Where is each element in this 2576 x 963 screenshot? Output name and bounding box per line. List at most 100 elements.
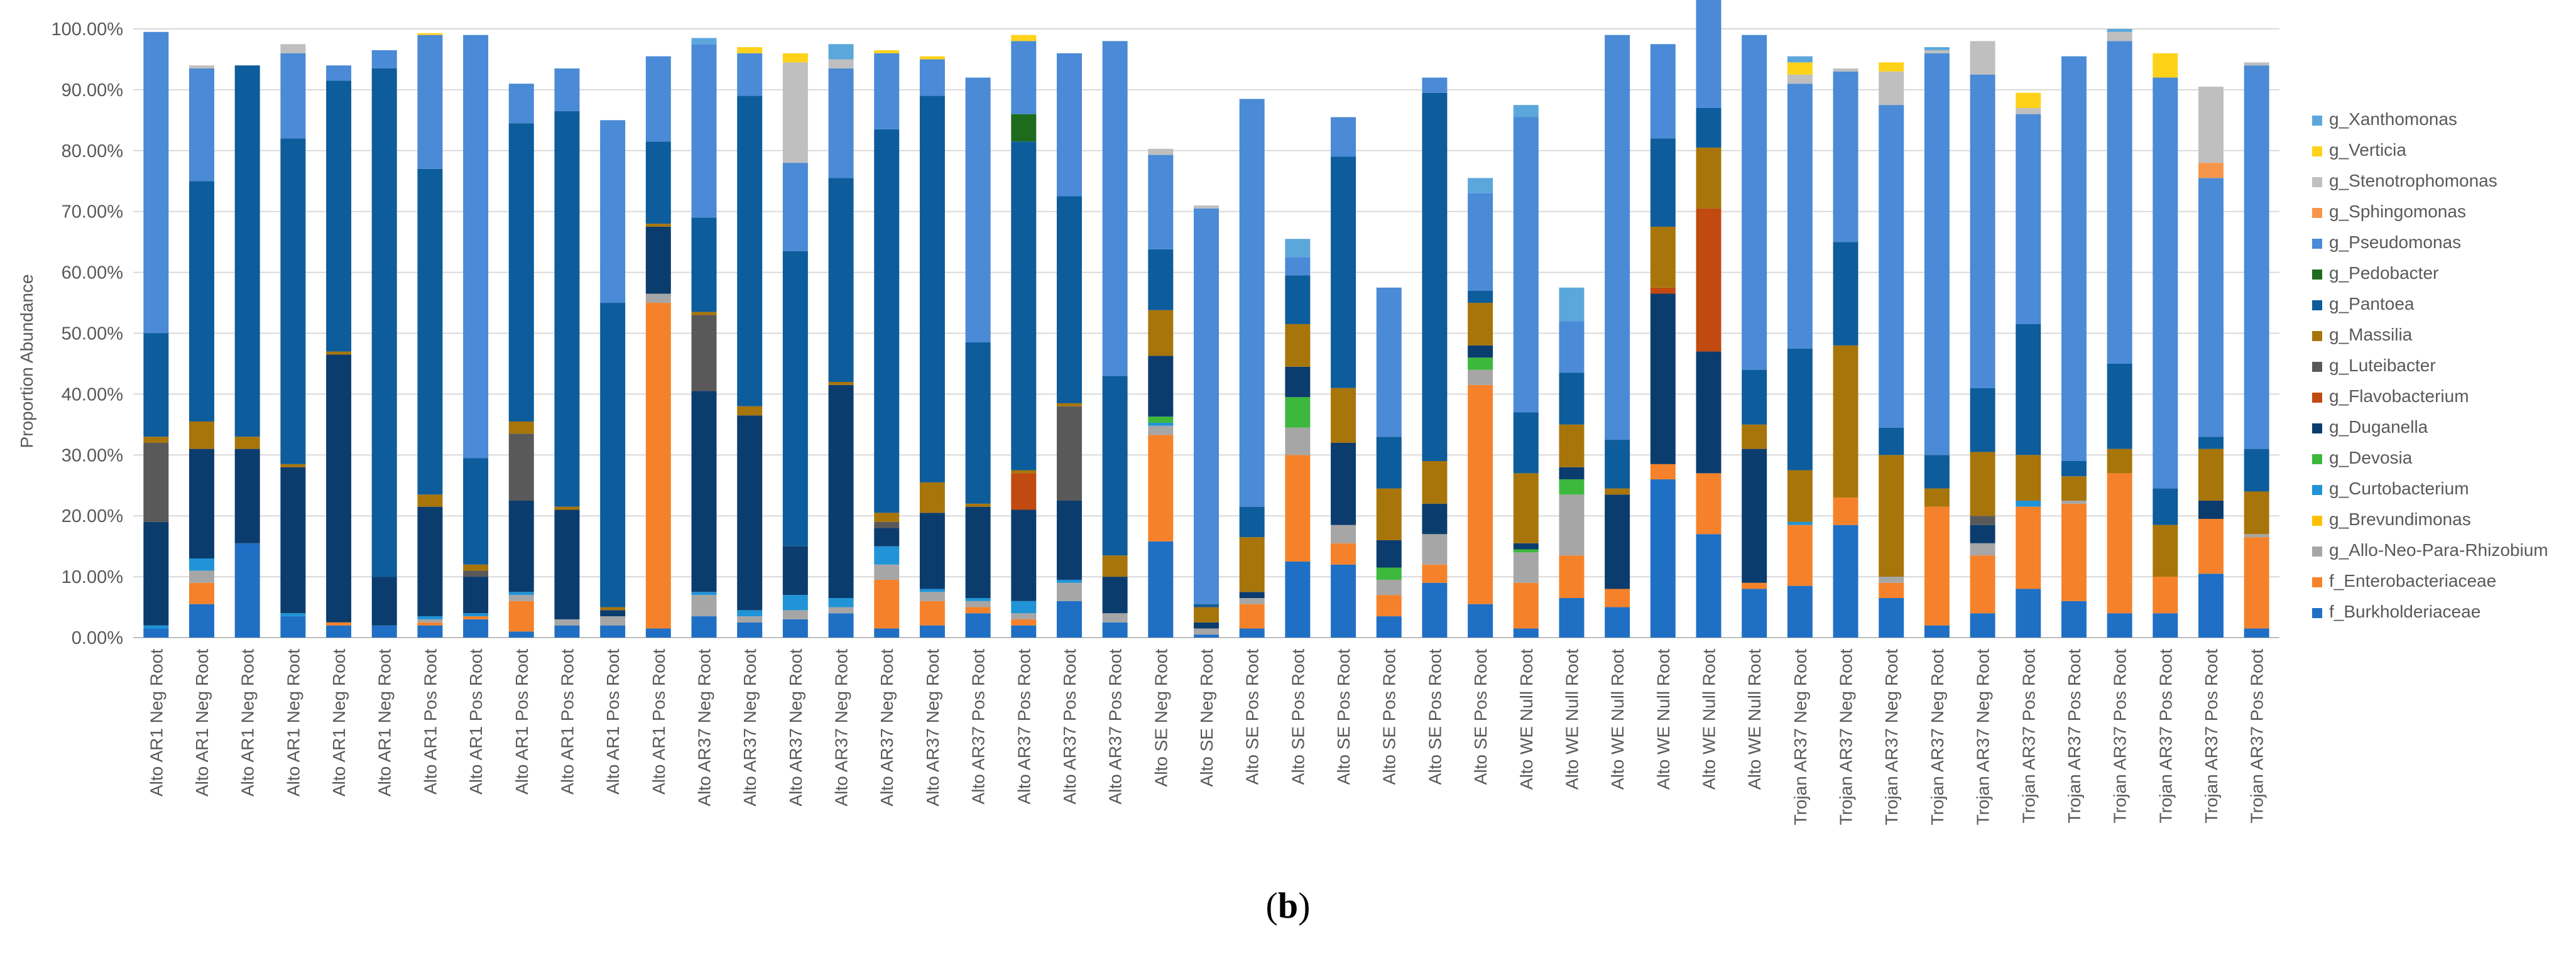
bar-segment [782, 610, 808, 619]
bar-segment [1513, 412, 1539, 474]
bar-stack [326, 65, 352, 638]
bar-segment [417, 619, 443, 623]
x-tick-label: Alto AR1 Pos Root [603, 649, 623, 795]
bar-segment [1696, 0, 1722, 108]
bar-segment [326, 65, 352, 81]
bar-segment [965, 601, 991, 607]
bar-segment [2061, 56, 2087, 461]
bar-segment [1879, 577, 1904, 583]
bar-segment [1239, 628, 1265, 638]
bar-segment [1331, 117, 1356, 157]
bar-segment [645, 224, 671, 227]
bar-segment [463, 577, 489, 614]
x-tick-label: Alto AR37 Neg Root [832, 649, 851, 807]
legend-label: g_Xanthomonas [2329, 109, 2457, 129]
bar-segment [645, 226, 671, 294]
bar-segment [1559, 494, 1585, 556]
bar-segment [371, 625, 397, 638]
bar-segment [2107, 41, 2132, 364]
bar-segment [1742, 35, 1767, 370]
x-tick-label: Alto SE Neg Root [1151, 649, 1171, 787]
bar-segment [2198, 449, 2224, 501]
bar-segment [417, 625, 443, 638]
bar-segment [2016, 506, 2041, 589]
bar-segment [1102, 577, 1128, 614]
bar-stack [463, 35, 489, 638]
bar-segment [1696, 351, 1722, 474]
bar-stack [280, 44, 306, 638]
bar-segment [782, 62, 808, 163]
bar-stack [691, 38, 717, 638]
bar-segment [874, 521, 900, 528]
bar-segment [1011, 35, 1037, 41]
x-tick-label: Alto AR1 Neg Root [283, 649, 303, 797]
bar-segment [1559, 321, 1585, 373]
y-tick-label: 50.00% [62, 324, 123, 344]
bar-segment [371, 68, 397, 577]
bar-segment [645, 141, 671, 224]
legend-label: g_Luteibacter [2329, 356, 2436, 375]
bar-segment [1970, 41, 1995, 75]
bar-segment [1742, 582, 1767, 589]
bar-segment [1376, 437, 1402, 489]
bar-segment [1011, 141, 1037, 471]
legend-label: g_Allo-Neo-Para-Rhizobium [2329, 540, 2548, 560]
bar-segment [737, 95, 763, 406]
bar-segment [1742, 589, 1767, 638]
legend-item: f_Burkholderiaceae [2312, 602, 2480, 621]
bar-stack [1924, 47, 1950, 638]
x-tick-label: Trojan AR37 Pos Root [2202, 649, 2221, 824]
x-tick-label: Alto WE Null Root [1562, 649, 1581, 790]
bar-stack [1285, 239, 1311, 638]
bar-stack [1605, 35, 1630, 638]
bar-segment [554, 509, 580, 619]
legend-swatch [2312, 577, 2322, 587]
bar-segment [1376, 616, 1402, 638]
bar-segment [1787, 56, 1813, 63]
bar-segment [1833, 498, 1858, 525]
x-tick-label: Trojan AR37 Pos Root [2065, 649, 2084, 824]
legend-item: g_Massilia [2312, 325, 2413, 344]
bar-segment [326, 622, 352, 626]
bar-segment [1422, 503, 1448, 535]
bar-segment [1285, 427, 1311, 455]
bar-segment [1331, 525, 1356, 543]
bar-segment [782, 251, 808, 547]
bar-segment [919, 95, 945, 482]
bar-segment [1559, 479, 1585, 495]
bar-stack [371, 50, 397, 638]
bar-segment [1056, 601, 1082, 638]
legend-label: g_Sphingomonas [2329, 202, 2466, 221]
bar-segment [1787, 62, 1813, 75]
bar-segment [2061, 476, 2087, 501]
bar-segment [600, 120, 626, 303]
bar-segment [1056, 196, 1082, 403]
bar-segment [1376, 595, 1402, 617]
bar-segment [1194, 634, 1219, 638]
bar-segment [1194, 208, 1219, 604]
bar-segment [919, 59, 945, 96]
bar-segment [2107, 473, 2132, 614]
bar-segment [828, 613, 854, 638]
bar-segment [1970, 452, 1995, 516]
bar-segment [691, 217, 717, 312]
bar-segment [1605, 488, 1630, 495]
x-tick-label: Alto AR37 Neg Root [740, 649, 760, 807]
x-tick-label: Alto AR1 Pos Root [420, 649, 440, 795]
bar-segment [2061, 460, 2087, 477]
x-tick-label: Alto AR1 Pos Root [512, 649, 532, 795]
bar-segment [600, 607, 626, 611]
bar-segment [1376, 567, 1402, 580]
bar-segment [919, 513, 945, 589]
bar-segment [1194, 628, 1219, 635]
bar-segment [1056, 403, 1082, 406]
bar-segment [280, 138, 306, 464]
legend-item: g_Sphingomonas [2312, 202, 2466, 221]
bar-segment [1787, 348, 1813, 471]
legend-label: g_Massilia [2329, 325, 2413, 344]
bar-segment [1787, 470, 1813, 522]
legend-swatch [2312, 208, 2322, 218]
bar-stack [1833, 68, 1858, 638]
bar-segment [965, 342, 991, 504]
legend-swatch [2312, 516, 2322, 526]
